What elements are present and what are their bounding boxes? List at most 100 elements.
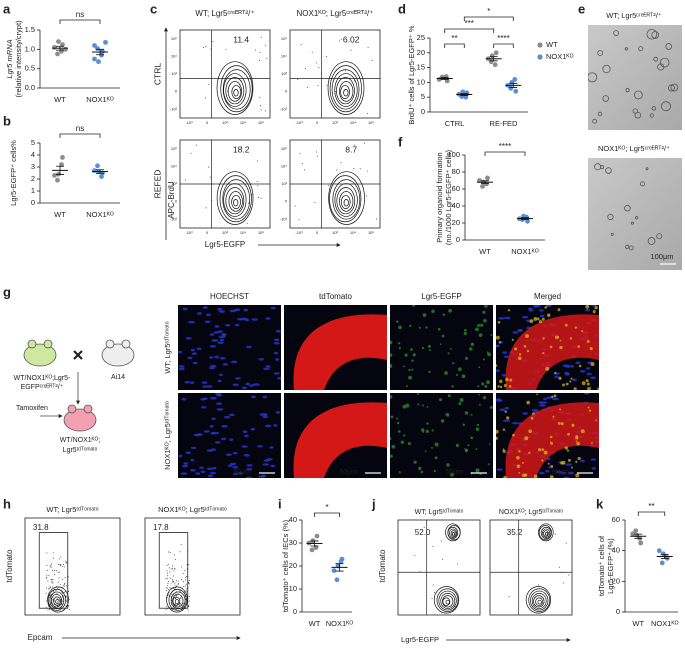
flow-tick-label: 0	[316, 230, 319, 235]
plot-frame	[489, 519, 573, 616]
gfp-signal	[560, 461, 564, 465]
gfp-signal	[478, 403, 481, 406]
gfp-signal	[484, 384, 488, 388]
event-dot	[184, 569, 186, 571]
event-dot	[180, 597, 182, 599]
contour	[450, 530, 457, 537]
nucleus	[201, 381, 208, 384]
nucleus	[227, 464, 234, 467]
event-dot	[227, 90, 229, 92]
nucleus	[246, 468, 253, 471]
sem-bar	[335, 563, 344, 572]
gfp-signal	[506, 416, 510, 420]
gfp-signal	[575, 435, 578, 438]
event-dot	[49, 565, 51, 567]
event-dot	[535, 594, 537, 596]
significance-bracket	[484, 151, 526, 156]
y-axis-label: (no./1000 Lgr5-EGFP⁺ cells)	[444, 149, 453, 245]
flow-title: WT; Lgr5ᵗᵈᵀᵒᵐᵃᵗᵒ	[46, 505, 98, 514]
nucleus	[215, 393, 222, 396]
data-point	[525, 218, 530, 224]
micrograph	[178, 305, 281, 390]
gfp-signal	[390, 395, 393, 399]
x-tick-label: NOX1ᴷᴼ	[511, 247, 539, 256]
mouse-ear	[83, 404, 93, 414]
gfp-signal	[422, 313, 427, 317]
event-dot	[57, 581, 59, 583]
x-tick-label: WT	[54, 95, 66, 104]
event-dot	[166, 564, 168, 566]
gfp-signal	[411, 359, 414, 362]
gfp-signal	[559, 408, 561, 411]
nucleus	[499, 408, 506, 412]
event-dot	[561, 572, 563, 574]
event-dot	[166, 578, 168, 580]
nucleus	[191, 352, 198, 355]
nucleus	[195, 472, 201, 475]
event-dot	[353, 80, 355, 82]
event-dot	[46, 577, 48, 579]
event-dot	[67, 576, 69, 578]
gfp-signal	[518, 450, 521, 453]
contour	[216, 61, 254, 115]
nucleus	[252, 383, 260, 386]
sem-bar	[489, 56, 498, 62]
event-dot	[52, 599, 54, 601]
gfp-signal	[411, 368, 414, 371]
gfp-signal	[588, 409, 592, 412]
data-point	[331, 568, 337, 573]
organoid	[633, 90, 643, 100]
nucleus	[273, 424, 278, 427]
gfp-signal	[478, 366, 481, 369]
gfp-signal	[457, 367, 462, 372]
nucleus	[243, 453, 250, 457]
event-dot	[204, 97, 206, 99]
gfp-signal	[410, 348, 413, 351]
gfp-signal	[408, 368, 411, 372]
event-dot	[68, 605, 70, 607]
gfp-signal	[511, 338, 514, 341]
gfp-signal	[487, 352, 492, 357]
gfp-signal	[550, 442, 554, 445]
nucleus	[233, 472, 238, 476]
data-point	[630, 531, 636, 537]
gfp-signal	[390, 353, 393, 357]
flow-y-label: tdTomato	[5, 549, 14, 582]
gfp-signal	[489, 406, 493, 409]
organoid	[656, 233, 663, 240]
gfp-signal	[405, 403, 410, 408]
event-dot	[340, 38, 342, 40]
gfp-signal	[586, 382, 590, 386]
legend-marker	[537, 42, 543, 48]
nucleus	[270, 306, 276, 310]
event-dot	[175, 593, 177, 595]
event-dot	[325, 56, 327, 58]
contour	[340, 195, 351, 209]
y-tick-label: 10	[417, 77, 425, 86]
event-dot	[311, 51, 313, 53]
gfp-signal	[557, 308, 561, 312]
event-dot	[204, 46, 206, 48]
nucleus	[273, 372, 280, 375]
nucleus	[504, 406, 510, 410]
gfp-signal	[444, 371, 448, 375]
nucleus	[496, 344, 501, 348]
event-dot	[184, 585, 186, 587]
mouse-ear	[27, 339, 37, 349]
flow-tick-label: 10³	[171, 181, 177, 186]
event-dot	[49, 609, 51, 611]
event-dot	[316, 155, 318, 157]
flow-tick-label: -10³	[170, 216, 178, 221]
gfp-signal	[571, 423, 575, 427]
gfp-signal	[496, 429, 499, 434]
gfp-signal	[587, 406, 590, 409]
event-dot	[184, 579, 186, 581]
gfp-signal	[538, 320, 543, 324]
event-dot	[56, 593, 58, 595]
nucleus	[546, 396, 553, 400]
event-dot	[64, 591, 66, 593]
event-dot	[241, 146, 243, 148]
gfp-signal	[426, 405, 429, 408]
event-dot	[50, 579, 52, 581]
contour	[225, 77, 245, 105]
